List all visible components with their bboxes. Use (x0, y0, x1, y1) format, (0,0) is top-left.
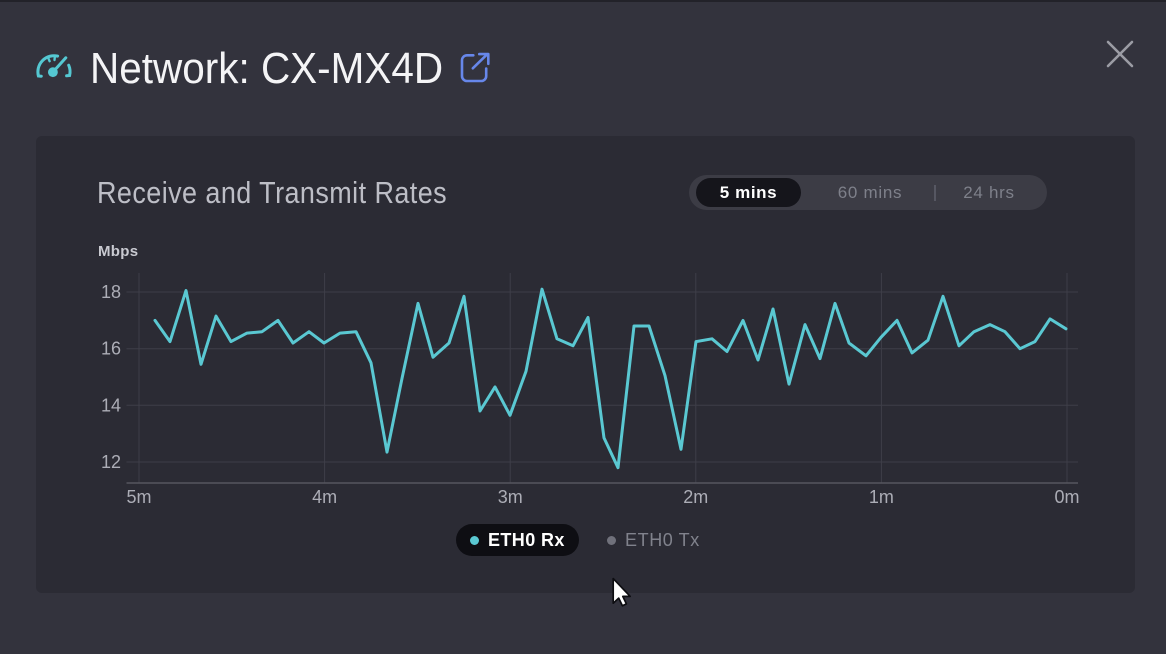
svg-text:3m: 3m (498, 487, 523, 507)
svg-text:12: 12 (101, 452, 121, 472)
svg-text:1m: 1m (869, 487, 894, 507)
svg-text:16: 16 (101, 339, 121, 359)
svg-text:4m: 4m (312, 487, 337, 507)
svg-text:0m: 0m (1054, 487, 1079, 507)
svg-text:2m: 2m (683, 487, 708, 507)
svg-text:14: 14 (101, 395, 121, 415)
svg-text:18: 18 (101, 282, 121, 302)
svg-text:5m: 5m (126, 487, 151, 507)
